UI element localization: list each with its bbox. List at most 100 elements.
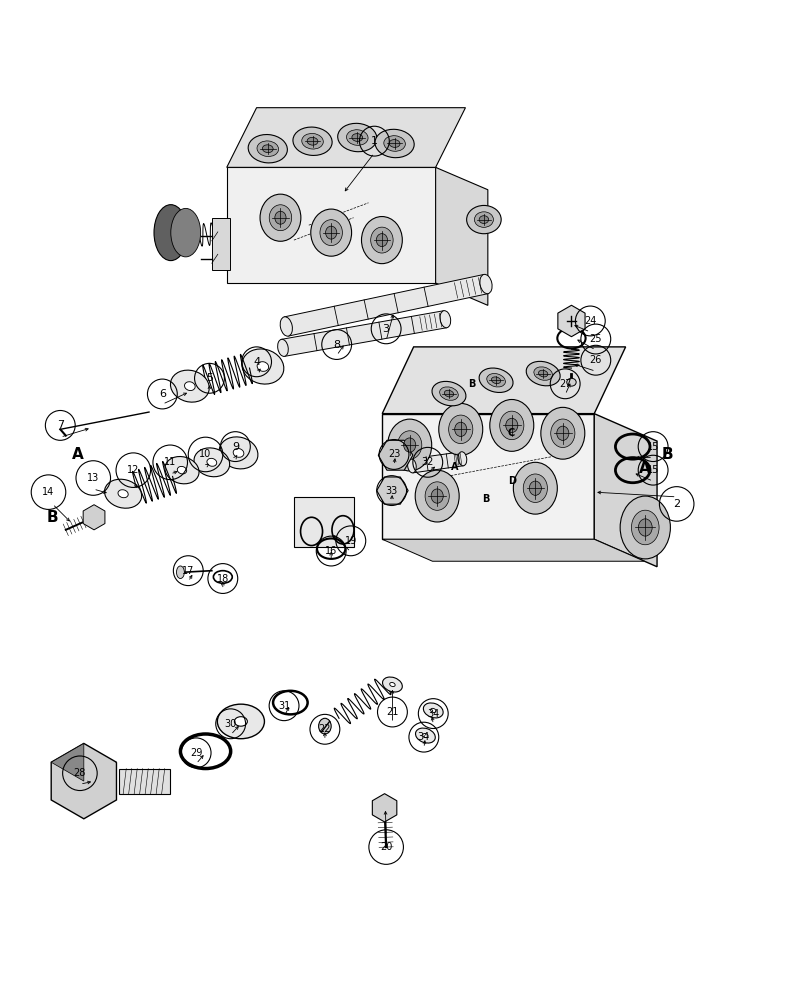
Text: 1: 1 — [371, 136, 378, 146]
Text: A: A — [451, 462, 458, 472]
Ellipse shape — [275, 211, 286, 224]
Ellipse shape — [440, 311, 451, 328]
Ellipse shape — [444, 390, 454, 397]
Ellipse shape — [458, 452, 466, 466]
Ellipse shape — [388, 419, 432, 471]
Text: 21: 21 — [386, 707, 399, 717]
Ellipse shape — [277, 339, 288, 356]
Ellipse shape — [262, 145, 273, 153]
Ellipse shape — [154, 205, 188, 261]
Ellipse shape — [233, 448, 243, 457]
Text: 22: 22 — [318, 724, 331, 734]
Polygon shape — [382, 414, 594, 539]
Ellipse shape — [302, 133, 323, 149]
Ellipse shape — [479, 368, 513, 392]
Text: 13: 13 — [87, 473, 99, 483]
Ellipse shape — [177, 566, 184, 579]
Text: 15: 15 — [647, 442, 660, 452]
Text: D: D — [507, 476, 516, 486]
Ellipse shape — [541, 407, 585, 459]
Ellipse shape — [557, 426, 569, 440]
Ellipse shape — [184, 382, 195, 391]
Ellipse shape — [398, 431, 422, 459]
Ellipse shape — [338, 123, 377, 152]
Text: 34: 34 — [427, 709, 440, 719]
Text: B: B — [482, 494, 489, 504]
Ellipse shape — [177, 466, 187, 474]
Text: 7: 7 — [57, 420, 64, 430]
Ellipse shape — [448, 415, 473, 444]
Text: 28: 28 — [74, 768, 86, 778]
Text: 14: 14 — [43, 487, 54, 497]
Ellipse shape — [281, 317, 292, 336]
Ellipse shape — [320, 220, 343, 246]
Ellipse shape — [440, 387, 459, 400]
Ellipse shape — [422, 734, 428, 738]
Text: 3: 3 — [383, 324, 389, 334]
Ellipse shape — [432, 381, 466, 406]
Ellipse shape — [492, 377, 500, 384]
Polygon shape — [594, 414, 657, 567]
Text: 29: 29 — [190, 748, 203, 758]
Polygon shape — [212, 218, 230, 270]
Text: B: B — [661, 447, 673, 462]
Text: A: A — [639, 461, 651, 476]
Ellipse shape — [105, 479, 142, 508]
Ellipse shape — [425, 482, 449, 510]
Text: 10: 10 — [199, 449, 212, 459]
Polygon shape — [51, 743, 117, 819]
Text: 2: 2 — [673, 499, 680, 509]
Ellipse shape — [430, 708, 436, 713]
Ellipse shape — [375, 129, 414, 158]
Text: C: C — [507, 428, 515, 438]
Ellipse shape — [567, 378, 576, 386]
Text: 9: 9 — [232, 442, 239, 452]
Ellipse shape — [325, 226, 336, 239]
Ellipse shape — [390, 682, 395, 687]
Text: 4: 4 — [253, 357, 260, 367]
Ellipse shape — [479, 216, 489, 223]
Polygon shape — [558, 305, 585, 337]
Polygon shape — [51, 743, 84, 781]
Ellipse shape — [439, 403, 483, 455]
Ellipse shape — [631, 510, 659, 545]
Ellipse shape — [533, 367, 552, 380]
Text: 34: 34 — [418, 732, 430, 742]
Ellipse shape — [474, 212, 493, 227]
Ellipse shape — [269, 205, 292, 231]
Ellipse shape — [260, 194, 301, 241]
Ellipse shape — [170, 370, 210, 402]
Ellipse shape — [307, 137, 318, 145]
FancyBboxPatch shape — [294, 497, 354, 547]
Text: 19: 19 — [344, 536, 357, 546]
Polygon shape — [378, 440, 413, 470]
Ellipse shape — [165, 457, 199, 484]
Ellipse shape — [370, 227, 393, 253]
Ellipse shape — [257, 141, 278, 157]
Polygon shape — [227, 167, 436, 283]
Text: A: A — [72, 447, 84, 462]
Ellipse shape — [347, 130, 368, 145]
Text: 31: 31 — [278, 701, 290, 711]
Ellipse shape — [171, 208, 201, 257]
Ellipse shape — [638, 519, 652, 536]
Text: 27: 27 — [559, 379, 571, 389]
Ellipse shape — [248, 135, 288, 163]
Ellipse shape — [407, 459, 416, 473]
Text: 33: 33 — [385, 486, 398, 496]
Polygon shape — [84, 505, 105, 530]
Text: 8: 8 — [333, 340, 340, 350]
Text: B: B — [468, 379, 475, 389]
Ellipse shape — [403, 438, 416, 452]
Ellipse shape — [377, 234, 388, 247]
Text: 32: 32 — [422, 457, 434, 467]
Ellipse shape — [423, 703, 443, 718]
Polygon shape — [119, 769, 170, 794]
Ellipse shape — [523, 474, 548, 502]
Ellipse shape — [526, 361, 560, 386]
Ellipse shape — [384, 136, 405, 151]
Text: 6: 6 — [159, 389, 165, 399]
Ellipse shape — [257, 362, 269, 371]
Ellipse shape — [500, 411, 524, 440]
Text: 23: 23 — [388, 449, 400, 459]
